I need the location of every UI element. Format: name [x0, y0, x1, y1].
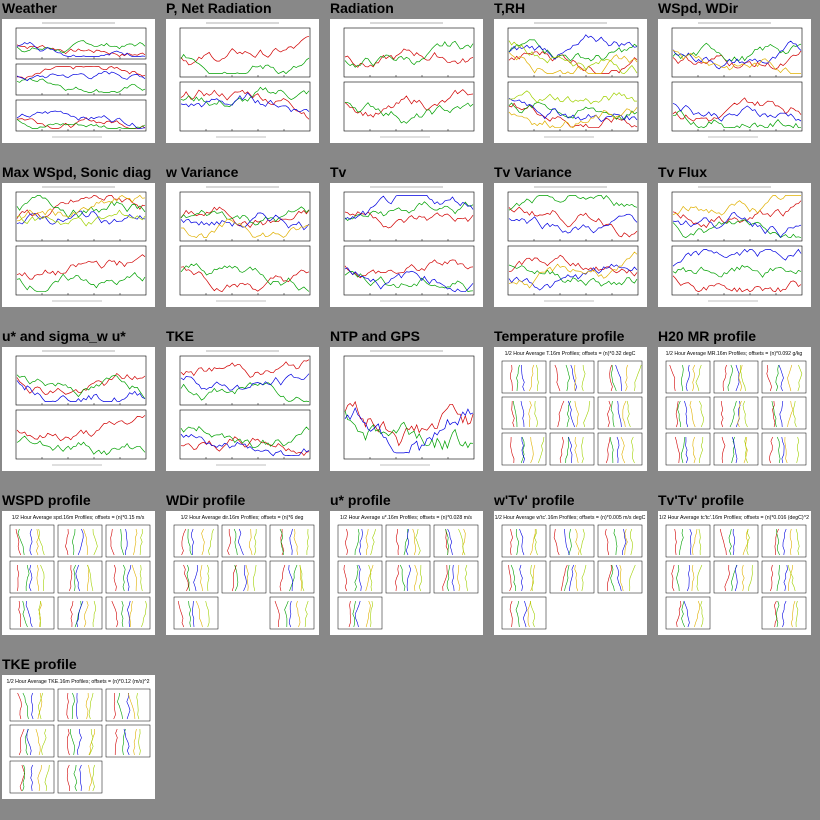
thumbnail-radiation[interactable]: Radiation — [328, 0, 492, 164]
plot-graphic — [507, 186, 639, 302]
thumbnail-tv-flux[interactable]: Tv Flux — [656, 164, 820, 328]
thumbnail-title[interactable]: WSpd, WDir — [658, 0, 739, 16]
plot-thumbnail-image[interactable] — [2, 19, 155, 143]
thumbnail-title[interactable]: TKE profile — [2, 656, 77, 672]
plot-thumbnail-image[interactable] — [2, 183, 155, 307]
thumbnail-title[interactable]: Radiation — [330, 0, 394, 16]
plot-thumbnail-image[interactable]: 1/2 Hour Average MR.16m Profiles; offset… — [658, 347, 811, 471]
plot-graphic: 1/2 Hour Average TKE.16m Profiles; offse… — [7, 679, 151, 794]
thumbnail-tke[interactable]: TKE — [164, 328, 328, 492]
plot-graphic — [179, 350, 311, 466]
profile-plot-title: 1/2 Hour Average u*.16m Profiles; offset… — [340, 515, 472, 521]
thumbnail-title[interactable]: Tv Flux — [658, 164, 708, 180]
thumbnail-title[interactable]: u* and sigma_w u* — [2, 328, 126, 344]
plot-thumbnail-image[interactable]: 1/2 Hour Average tc'tc'.16m Profiles; of… — [658, 511, 811, 635]
thumbnail-w-tv-profile[interactable]: w'Tv' profile 1/2 Hour Average w'tc'.16m … — [492, 492, 656, 656]
thumbnail-title[interactable]: T,RH — [494, 0, 526, 16]
thumbnail-title[interactable]: w Variance — [166, 164, 239, 180]
plot-graphic: 1/2 Hour Average w'tc'.16m Profiles; off… — [495, 515, 646, 630]
profile-plot-title: 1/2 Hour Average tc'tc'.16m Profiles; of… — [659, 515, 809, 521]
thumbnail-max-wspd-sonic-diag[interactable]: Max WSpd, Sonic diag — [0, 164, 164, 328]
thumbnail-u-profile[interactable]: u* profile 1/2 Hour Average u*.16m Profil… — [328, 492, 492, 656]
profile-plot-title: 1/2 Hour Average MR.16m Profiles; offset… — [666, 351, 803, 357]
thumbnail-wspd-wdir[interactable]: WSpd, WDir — [656, 0, 820, 164]
plot-graphic — [179, 186, 311, 302]
thumbnail-title[interactable]: u* profile — [330, 492, 391, 508]
plot-thumbnail-image[interactable] — [330, 183, 483, 307]
plot-thumbnail-image[interactable]: 1/2 Hour Average T.16m Profiles; offsets… — [494, 347, 647, 471]
plot-graphic — [507, 22, 639, 138]
thumbnail-title[interactable]: Temperature profile — [494, 328, 625, 344]
plot-graphic — [15, 350, 147, 466]
plot-graphic: 1/2 Hour Average spd.16m Profiles; offse… — [9, 515, 151, 630]
plot-graphic — [15, 186, 147, 302]
thumbnail-title[interactable]: w'Tv' profile — [494, 492, 575, 508]
thumbnail-h20-mr-profile[interactable]: H20 MR profile 1/2 Hour Average MR.16m Pr… — [656, 328, 820, 492]
thumbnail-t-rh[interactable]: T,RH — [492, 0, 656, 164]
thumbnail-title[interactable]: H20 MR profile — [658, 328, 757, 344]
thumbnail-title[interactable]: WSPD profile — [2, 492, 91, 508]
plot-graphic — [343, 186, 475, 302]
plot-thumbnail-image[interactable] — [330, 19, 483, 143]
plot-graphic: 1/2 Hour Average tc'tc'.16m Profiles; of… — [659, 515, 809, 630]
plot-thumbnail-image[interactable] — [494, 19, 647, 143]
plot-graphic: 1/2 Hour Average T.16m Profiles; offsets… — [501, 351, 643, 466]
plot-thumbnail-image[interactable] — [494, 183, 647, 307]
thumbnail-tv-variance[interactable]: Tv Variance — [492, 164, 656, 328]
thumbnail-title[interactable]: WDir profile — [166, 492, 246, 508]
plot-graphic — [343, 22, 475, 138]
thumbnail-title[interactable]: TKE — [166, 328, 194, 344]
profile-plot-title: 1/2 Hour Average w'tc'.16m Profiles; off… — [495, 515, 646, 521]
plot-thumbnail-image[interactable] — [2, 347, 155, 471]
plot-thumbnail-image[interactable]: 1/2 Hour Average TKE.16m Profiles; offse… — [2, 675, 155, 799]
thumbnail-title[interactable]: Weather — [2, 0, 57, 16]
plot-thumbnail-image[interactable] — [330, 347, 483, 471]
plot-thumbnail-image[interactable] — [166, 19, 319, 143]
thumbnail-u-and-sigma-w-u[interactable]: u* and sigma_w u* — [0, 328, 164, 492]
thumbnail-w-variance[interactable]: w Variance — [164, 164, 328, 328]
plot-graphic — [671, 22, 803, 138]
plot-thumbnail-image[interactable] — [658, 183, 811, 307]
profile-plot-title: 1/2 Hour Average spd.16m Profiles; offse… — [12, 515, 145, 521]
thumbnail-title[interactable]: Max WSpd, Sonic diag — [2, 164, 152, 180]
profile-plot-title: 1/2 Hour Average dir.16m Profiles; offse… — [181, 515, 304, 521]
thumbnail-title[interactable]: Tv'Tv' profile — [658, 492, 745, 508]
thumbnail-title[interactable]: Tv — [330, 164, 347, 180]
thumbnail-tv[interactable]: Tv — [328, 164, 492, 328]
thumbnail-title[interactable]: P, Net Radiation — [166, 0, 272, 16]
plot-thumbnail-image[interactable]: 1/2 Hour Average spd.16m Profiles; offse… — [2, 511, 155, 635]
plot-graphic: 1/2 Hour Average u*.16m Profiles; offset… — [337, 515, 479, 630]
plot-thumbnail-image[interactable] — [166, 183, 319, 307]
plot-thumbnail-image[interactable] — [658, 19, 811, 143]
plot-thumbnail-image[interactable] — [166, 347, 319, 471]
thumbnail-title[interactable]: NTP and GPS — [330, 328, 420, 344]
profile-plot-title: 1/2 Hour Average T.16m Profiles; offsets… — [505, 351, 636, 357]
thumbnail-temperature-profile[interactable]: Temperature profile 1/2 Hour Average T.16… — [492, 328, 656, 492]
plot-thumbnail-image[interactable]: 1/2 Hour Average dir.16m Profiles; offse… — [166, 511, 319, 635]
plot-thumbnail-image[interactable]: 1/2 Hour Average w'tc'.16m Profiles; off… — [494, 511, 647, 635]
thumbnail-weather[interactable]: Weather — [0, 0, 164, 164]
plot-graphic — [671, 186, 803, 302]
thumbnail-p-net-radiation[interactable]: P, Net Radiation — [164, 0, 328, 164]
thumbnail-wspd-profile[interactable]: WSPD profile 1/2 Hour Average spd.16m Pro… — [0, 492, 164, 656]
plot-graphic: 1/2 Hour Average MR.16m Profiles; offset… — [666, 351, 807, 466]
plot-graphic — [15, 22, 147, 138]
plot-graphic — [179, 22, 311, 138]
thumbnail-title[interactable]: Tv Variance — [494, 164, 572, 180]
plot-graphic — [343, 350, 475, 466]
plot-graphic: 1/2 Hour Average dir.16m Profiles; offse… — [173, 515, 315, 630]
plot-thumbnail-image[interactable]: 1/2 Hour Average u*.16m Profiles; offset… — [330, 511, 483, 635]
profile-plot-title: 1/2 Hour Average TKE.16m Profiles; offse… — [7, 679, 150, 685]
thumbnail-tv-tv-profile[interactable]: Tv'Tv' profile 1/2 Hour Average tc'tc'.16… — [656, 492, 820, 656]
thumbnail-tke-profile[interactable]: TKE profile 1/2 Hour Average TKE.16m Prof… — [0, 656, 164, 820]
thumbnail-ntp-and-gps[interactable]: NTP and GPS — [328, 328, 492, 492]
thumbnail-wdir-profile[interactable]: WDir profile 1/2 Hour Average dir.16m Pro… — [164, 492, 328, 656]
